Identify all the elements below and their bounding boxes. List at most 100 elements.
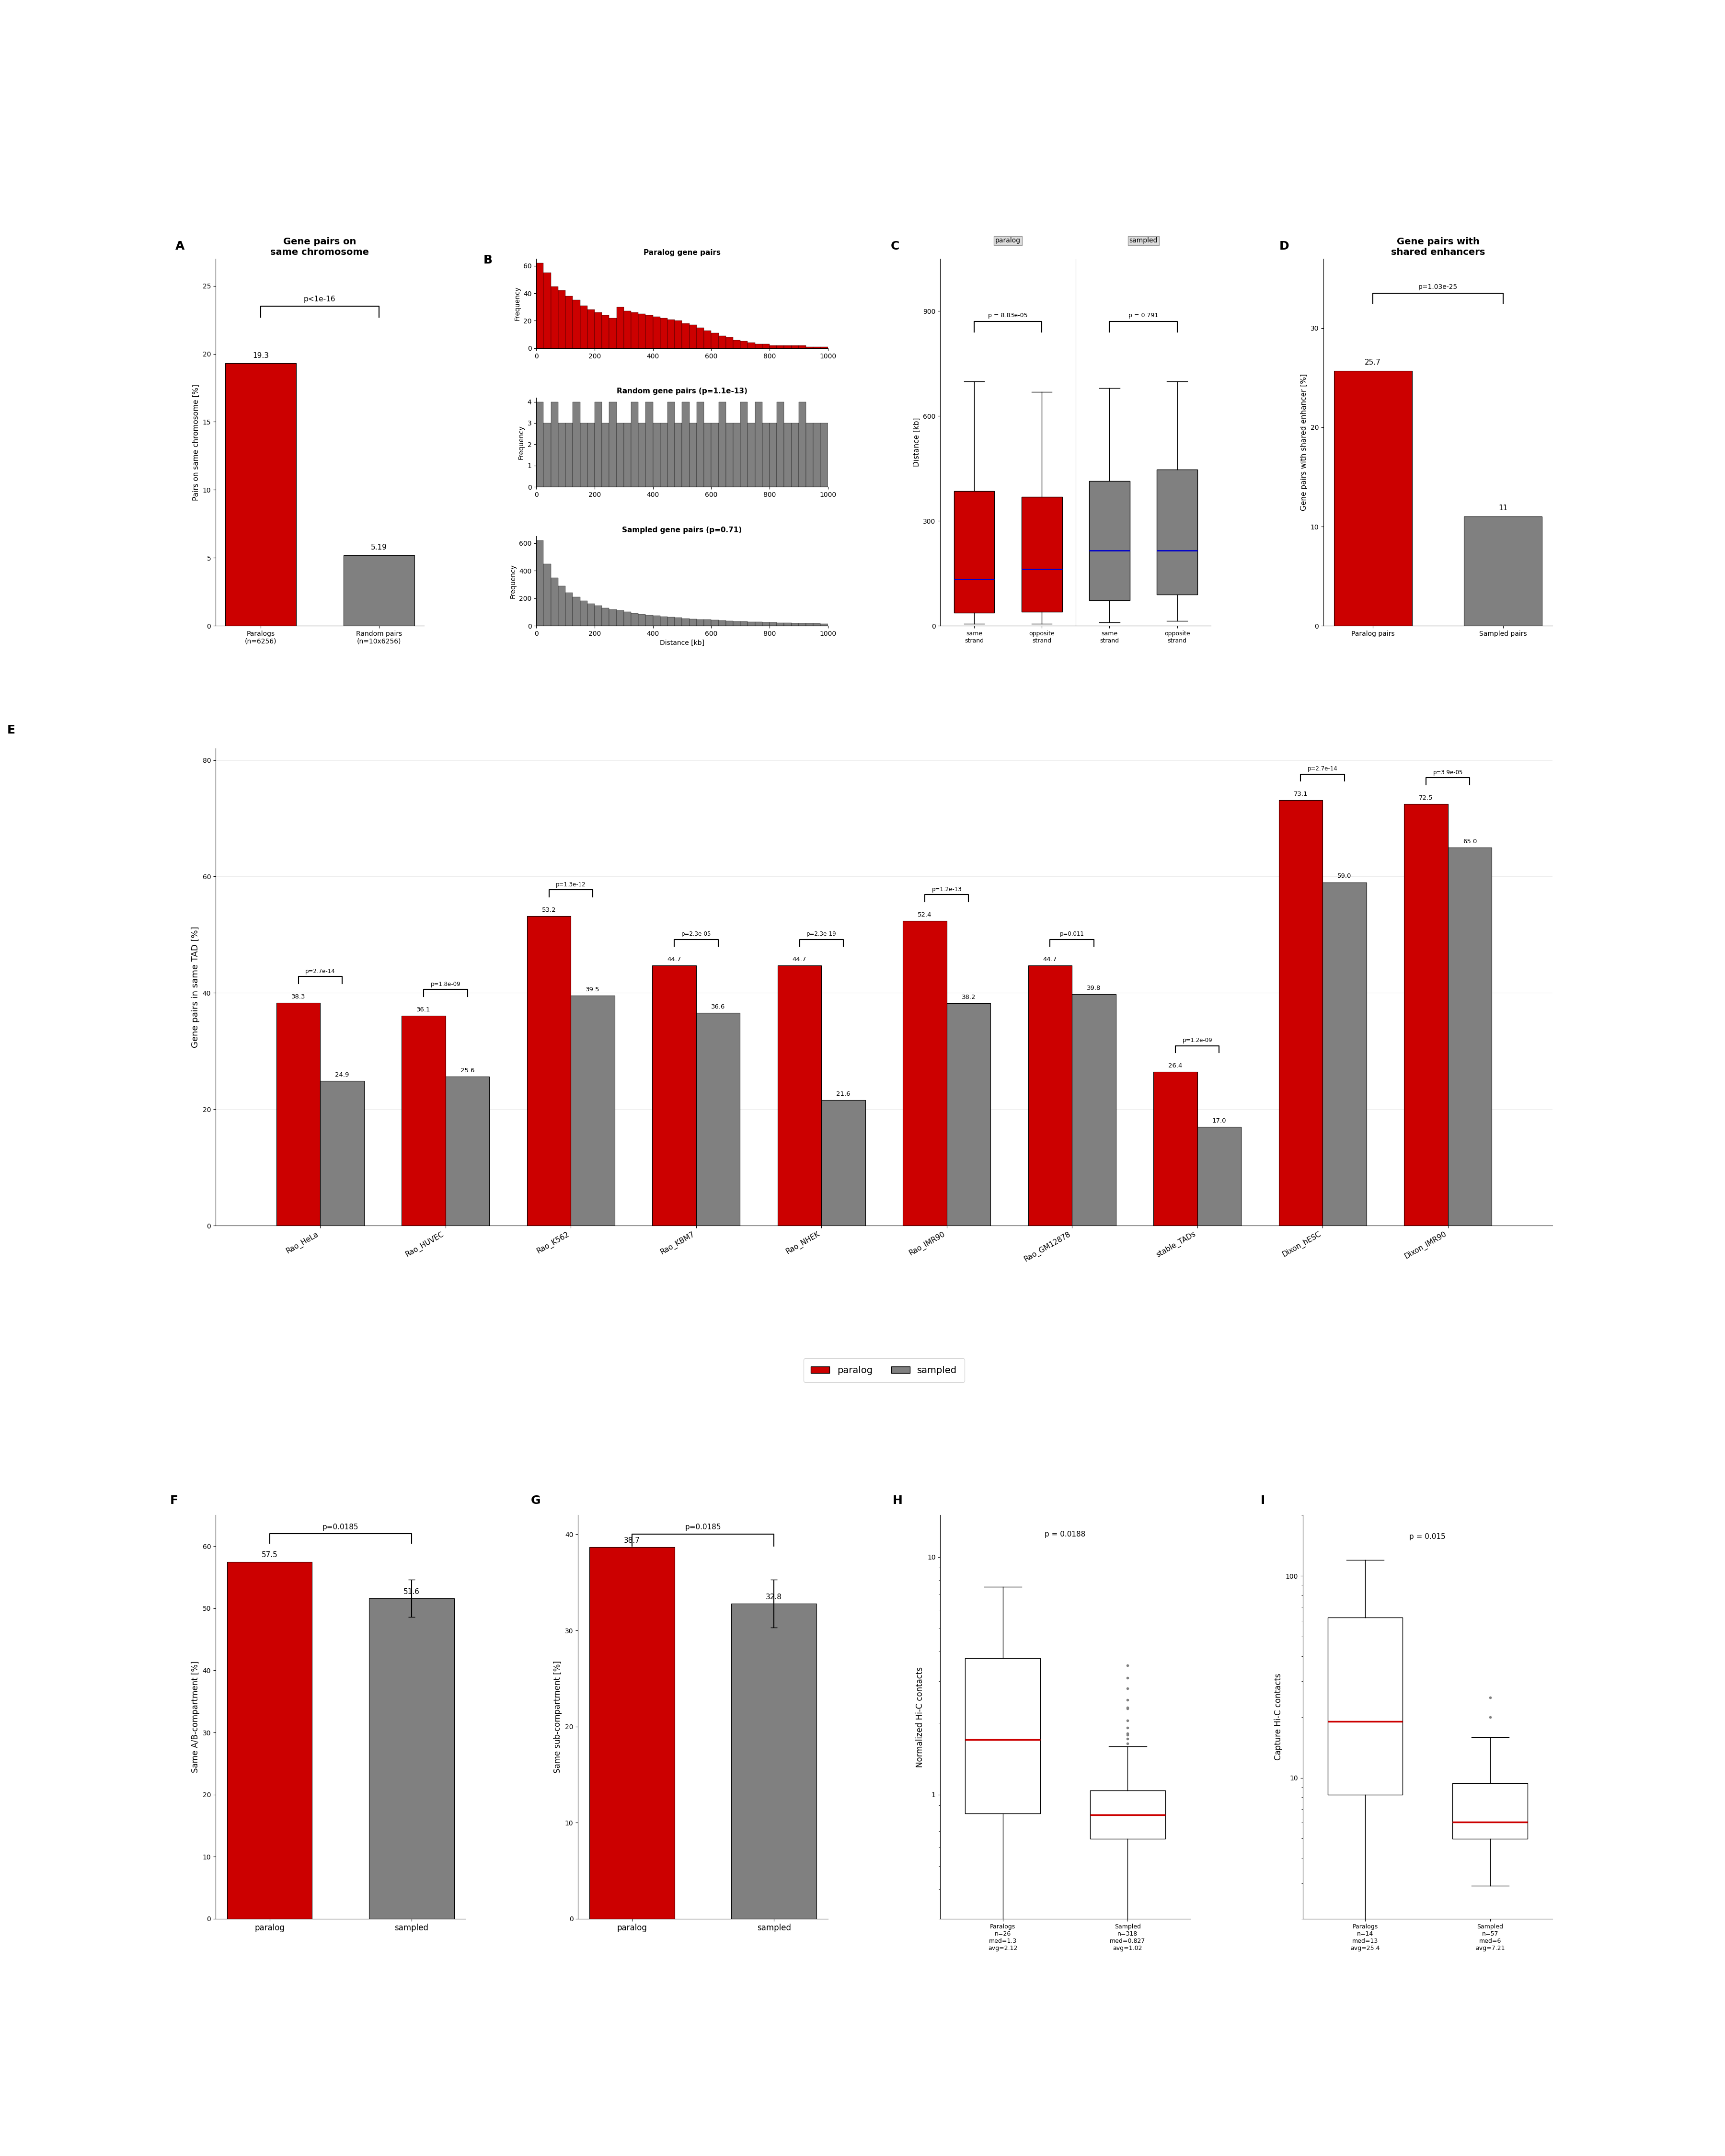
Bar: [704, 619, 711, 625]
Bar: [762, 423, 769, 487]
Bar: [654, 317, 661, 349]
Bar: [668, 319, 674, 349]
Bar: [631, 612, 638, 625]
Text: 36.6: 36.6: [711, 1003, 724, 1009]
Text: p = 0.015: p = 0.015: [1409, 1533, 1446, 1539]
Text: 38.7: 38.7: [624, 1537, 640, 1544]
Bar: [668, 401, 674, 487]
Bar: [947, 1003, 990, 1225]
Y-axis label: Gene pairs with shared enhancer [%]: Gene pairs with shared enhancer [%]: [1301, 373, 1308, 511]
Bar: [799, 401, 806, 487]
Bar: [697, 1013, 740, 1225]
Bar: [711, 334, 719, 349]
Bar: [559, 423, 566, 487]
Bar: [792, 623, 799, 625]
Bar: [740, 341, 747, 349]
Bar: [1154, 1072, 1197, 1225]
Text: 38.2: 38.2: [961, 994, 976, 1000]
Text: 73.1: 73.1: [1294, 791, 1308, 798]
Bar: [276, 1003, 321, 1225]
Bar: [1278, 800, 1323, 1225]
PathPatch shape: [954, 492, 994, 612]
Text: p=0.0185: p=0.0185: [323, 1524, 359, 1531]
Text: p = 0.791: p = 0.791: [1128, 313, 1157, 319]
Bar: [595, 313, 602, 349]
Text: p=2.3e-19: p=2.3e-19: [806, 931, 837, 938]
Bar: [762, 623, 769, 625]
Bar: [654, 617, 661, 625]
Y-axis label: Pairs on same chromosome [%]: Pairs on same chromosome [%]: [193, 384, 200, 500]
Y-axis label: Distance [kb]: Distance [kb]: [913, 418, 921, 468]
Bar: [543, 272, 550, 349]
Text: 39.8: 39.8: [1087, 985, 1101, 992]
Text: p<1e-16: p<1e-16: [304, 295, 336, 304]
Bar: [590, 1546, 674, 1919]
PathPatch shape: [1021, 496, 1063, 612]
Bar: [638, 423, 645, 487]
PathPatch shape: [1452, 1783, 1528, 1839]
Legend: paralog, sampled: paralog, sampled: [804, 1358, 964, 1382]
Text: p=1.3e-12: p=1.3e-12: [555, 882, 586, 888]
Bar: [704, 330, 711, 349]
Bar: [674, 321, 681, 349]
Bar: [681, 323, 690, 349]
Bar: [812, 623, 821, 625]
Bar: [616, 306, 624, 349]
Bar: [580, 423, 587, 487]
Bar: [616, 423, 624, 487]
Text: 59.0: 59.0: [1337, 873, 1352, 880]
Bar: [681, 401, 690, 487]
Bar: [719, 336, 726, 349]
Text: p=1.8e-09: p=1.8e-09: [431, 981, 461, 987]
Bar: [609, 317, 616, 349]
Bar: [697, 619, 704, 625]
Text: 26.4: 26.4: [1168, 1063, 1182, 1069]
Y-axis label: Same A/B-compartment [%]: Same A/B-compartment [%]: [191, 1660, 200, 1772]
Bar: [645, 401, 654, 487]
Bar: [526, 916, 571, 1225]
Bar: [792, 345, 799, 349]
PathPatch shape: [1328, 1617, 1402, 1796]
Bar: [586, 423, 595, 487]
Text: p = 8.83e-05: p = 8.83e-05: [988, 313, 1028, 319]
Bar: [536, 263, 543, 349]
Bar: [690, 326, 697, 349]
PathPatch shape: [966, 1658, 1040, 1813]
Text: sampled: sampled: [1130, 237, 1157, 244]
Bar: [571, 996, 614, 1225]
Bar: [1071, 994, 1116, 1225]
Bar: [652, 966, 697, 1225]
Text: 38.3: 38.3: [292, 994, 305, 1000]
Bar: [719, 401, 726, 487]
Text: 51.6: 51.6: [404, 1589, 419, 1595]
Bar: [769, 623, 776, 625]
Bar: [668, 617, 674, 625]
Bar: [776, 345, 785, 349]
Text: I: I: [1261, 1494, 1264, 1507]
Bar: [756, 623, 762, 625]
Bar: [1323, 882, 1366, 1225]
Bar: [536, 401, 543, 487]
Bar: [1465, 517, 1542, 625]
Bar: [616, 610, 624, 625]
Bar: [690, 619, 697, 625]
Bar: [726, 423, 733, 487]
Bar: [806, 423, 812, 487]
Bar: [624, 612, 631, 625]
Title: Random gene pairs (p=1.1e-13): Random gene pairs (p=1.1e-13): [618, 388, 747, 395]
Bar: [785, 623, 792, 625]
Text: B: B: [483, 254, 493, 265]
Text: 25.6: 25.6: [461, 1067, 474, 1074]
Bar: [609, 610, 616, 625]
Bar: [778, 966, 821, 1225]
Bar: [654, 423, 661, 487]
Y-axis label: Normalized Hi-C contacts: Normalized Hi-C contacts: [916, 1667, 925, 1768]
Bar: [697, 328, 704, 349]
Text: 44.7: 44.7: [792, 957, 807, 962]
Bar: [776, 401, 785, 487]
Bar: [681, 619, 690, 625]
Bar: [806, 623, 812, 625]
Bar: [602, 423, 609, 487]
Y-axis label: Frequency: Frequency: [509, 565, 516, 597]
Title: Sampled gene pairs (p=0.71): Sampled gene pairs (p=0.71): [623, 526, 742, 535]
